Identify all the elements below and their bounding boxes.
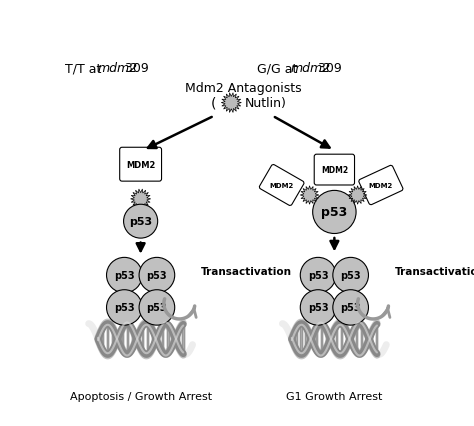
- Text: MDM2: MDM2: [126, 160, 155, 169]
- FancyBboxPatch shape: [314, 155, 355, 186]
- Circle shape: [300, 258, 336, 293]
- Text: 309: 309: [314, 62, 342, 75]
- Circle shape: [139, 290, 175, 325]
- Text: Transactivation: Transactivation: [201, 267, 292, 276]
- Circle shape: [124, 205, 158, 239]
- Circle shape: [300, 290, 336, 325]
- FancyBboxPatch shape: [120, 148, 162, 182]
- FancyBboxPatch shape: [365, 334, 368, 345]
- Text: mdm2: mdm2: [291, 62, 331, 75]
- Text: p53: p53: [308, 303, 328, 313]
- FancyBboxPatch shape: [142, 326, 145, 352]
- FancyBboxPatch shape: [295, 328, 298, 350]
- FancyBboxPatch shape: [117, 337, 119, 341]
- FancyBboxPatch shape: [182, 325, 184, 354]
- Polygon shape: [221, 94, 241, 113]
- FancyBboxPatch shape: [336, 326, 338, 352]
- Text: (: (: [210, 96, 216, 110]
- FancyBboxPatch shape: [341, 325, 343, 354]
- FancyBboxPatch shape: [310, 337, 313, 341]
- FancyBboxPatch shape: [157, 334, 159, 344]
- FancyBboxPatch shape: [330, 336, 333, 343]
- Circle shape: [107, 258, 142, 293]
- FancyBboxPatch shape: [102, 328, 104, 350]
- Circle shape: [333, 290, 368, 325]
- FancyBboxPatch shape: [305, 329, 308, 349]
- Text: Mdm2 Antagonists: Mdm2 Antagonists: [184, 82, 301, 95]
- FancyBboxPatch shape: [356, 325, 358, 353]
- Circle shape: [313, 191, 356, 234]
- Polygon shape: [300, 186, 319, 205]
- Text: p53: p53: [146, 303, 167, 313]
- Text: p53: p53: [308, 271, 328, 280]
- FancyBboxPatch shape: [107, 324, 109, 354]
- FancyBboxPatch shape: [361, 325, 363, 354]
- FancyBboxPatch shape: [320, 324, 323, 354]
- FancyBboxPatch shape: [127, 324, 129, 354]
- FancyBboxPatch shape: [351, 334, 353, 344]
- Text: MDM2: MDM2: [270, 183, 294, 189]
- Text: p53: p53: [321, 206, 347, 219]
- FancyBboxPatch shape: [112, 329, 114, 349]
- FancyBboxPatch shape: [167, 325, 170, 354]
- Circle shape: [107, 290, 142, 325]
- Text: p53: p53: [340, 303, 361, 313]
- FancyBboxPatch shape: [152, 332, 155, 346]
- Text: T/T at: T/T at: [65, 62, 106, 75]
- Text: G1 Growth Arrest: G1 Growth Arrest: [286, 391, 383, 401]
- Text: MDM2: MDM2: [369, 183, 393, 189]
- Text: Apoptosis / Growth Arrest: Apoptosis / Growth Arrest: [70, 391, 212, 401]
- Text: p53: p53: [129, 217, 152, 227]
- FancyBboxPatch shape: [147, 325, 149, 354]
- Circle shape: [333, 258, 368, 293]
- Polygon shape: [348, 186, 367, 205]
- Text: mdm2: mdm2: [98, 62, 138, 75]
- FancyBboxPatch shape: [376, 325, 378, 354]
- FancyBboxPatch shape: [346, 332, 348, 346]
- FancyBboxPatch shape: [326, 331, 328, 348]
- Polygon shape: [130, 190, 151, 209]
- Text: p53: p53: [146, 271, 167, 280]
- FancyBboxPatch shape: [371, 333, 374, 346]
- FancyBboxPatch shape: [177, 333, 180, 346]
- Circle shape: [139, 258, 175, 293]
- Text: MDM2: MDM2: [321, 166, 348, 175]
- FancyBboxPatch shape: [301, 324, 303, 354]
- Text: p53: p53: [340, 271, 361, 280]
- Text: Nutlin): Nutlin): [245, 97, 286, 110]
- FancyBboxPatch shape: [162, 325, 164, 353]
- Text: 309: 309: [121, 62, 149, 75]
- FancyBboxPatch shape: [259, 165, 304, 206]
- FancyBboxPatch shape: [316, 327, 318, 351]
- Text: p53: p53: [114, 271, 135, 280]
- FancyBboxPatch shape: [359, 166, 403, 205]
- FancyBboxPatch shape: [137, 336, 139, 343]
- Text: Transactivation: Transactivation: [395, 267, 474, 276]
- Text: p53: p53: [114, 303, 135, 313]
- FancyBboxPatch shape: [132, 331, 135, 348]
- FancyBboxPatch shape: [122, 327, 124, 351]
- Text: G/G at: G/G at: [257, 62, 301, 75]
- FancyBboxPatch shape: [172, 334, 174, 345]
